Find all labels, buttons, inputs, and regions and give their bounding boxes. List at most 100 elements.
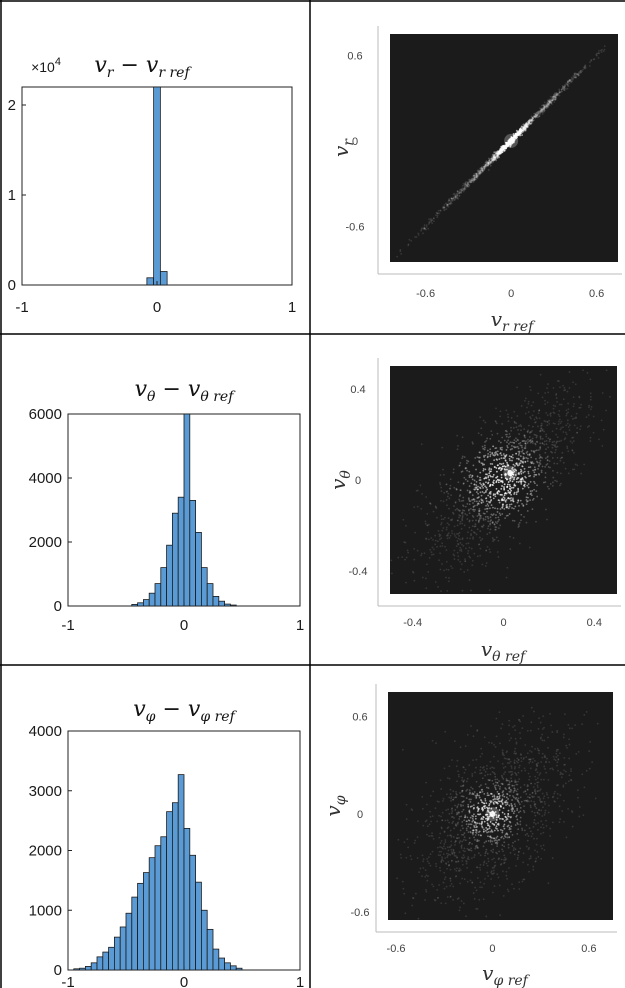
scatter-point (519, 720, 521, 723)
scatter-point (472, 531, 475, 534)
scatter-point (479, 171, 482, 174)
scatter-point (446, 490, 449, 493)
scatter-point (542, 831, 545, 834)
scatter-point (527, 122, 530, 124)
scatter-point (463, 188, 465, 190)
scatter-point (553, 412, 556, 414)
scatter-point (525, 123, 528, 125)
scatter-point (446, 846, 449, 849)
scatter-point (508, 828, 511, 831)
scatter-point (536, 781, 539, 784)
scatter-point (456, 190, 459, 193)
scatter-point (556, 93, 558, 96)
scatter-point (496, 432, 499, 435)
scatter-point (531, 796, 534, 799)
scatter-point (572, 75, 575, 77)
scatter-point (492, 484, 494, 487)
scatter-point (520, 513, 523, 516)
scatter-point (485, 562, 488, 564)
scatter-point (465, 183, 468, 186)
scatter-point (505, 409, 508, 412)
scatter-point (524, 126, 527, 129)
scatter-point (489, 839, 492, 842)
scatter-point (575, 417, 577, 420)
y-axis-label: vr (329, 138, 357, 157)
scatter-point (533, 115, 536, 118)
scatter-point (452, 471, 455, 474)
scatter-point (537, 111, 540, 114)
scatter-point (527, 120, 530, 123)
scatter-point (554, 448, 557, 451)
scatter-point (438, 535, 441, 538)
scatter-point (481, 790, 484, 793)
scatter-point (552, 469, 554, 472)
scatter-point (555, 397, 558, 399)
scatter-point (543, 108, 545, 111)
scatter-point (539, 109, 542, 112)
scatter-point (460, 190, 463, 192)
scatter-point (560, 776, 563, 779)
scatter-point (486, 503, 489, 506)
scatter-point (464, 184, 467, 187)
scatter-point (576, 431, 579, 434)
y-tick-label: 3000 (29, 783, 62, 800)
scatter-point (480, 772, 483, 774)
x-tick-label: -1 (61, 617, 74, 634)
scatter-point (531, 119, 534, 122)
scatter-point (600, 51, 603, 54)
scatter-point (523, 128, 526, 131)
scatter-point (555, 94, 558, 97)
scatter-point (506, 877, 508, 880)
scatter-point (427, 227, 430, 230)
scatter-point (523, 128, 525, 131)
scatter-point (456, 197, 459, 200)
scatter-point (485, 160, 488, 163)
scatter-point (514, 505, 517, 508)
scatter-point (512, 456, 514, 459)
scatter-point (481, 167, 484, 170)
scatter-point (538, 749, 541, 752)
scatter-point (528, 120, 531, 123)
scatter-point (494, 153, 497, 156)
scatter-point (522, 861, 525, 864)
scatter-point (478, 172, 481, 175)
scatter-point (464, 560, 467, 562)
scatter-point (461, 820, 464, 823)
scatter-point (454, 535, 456, 537)
scatter-point (501, 485, 503, 487)
scatter-point (544, 106, 547, 108)
scatter-point (541, 756, 544, 759)
scatter-point (496, 459, 499, 461)
scatter-point (489, 835, 492, 838)
scatter-point (432, 837, 435, 840)
scatter-point (530, 121, 533, 124)
scatter-point (473, 791, 476, 793)
scatter-point (532, 119, 535, 122)
scatter-point (487, 504, 490, 507)
scatter-point (559, 422, 562, 425)
scatter-point (546, 421, 549, 423)
scatter-point (551, 99, 554, 101)
scatter-point (450, 835, 453, 838)
scatter-point (502, 777, 505, 780)
scatter-point (525, 793, 528, 795)
histogram-bar (177, 774, 185, 971)
scatter-point (483, 448, 486, 451)
scatter-point (486, 507, 489, 510)
scatter-point (457, 558, 460, 561)
scatter-point (408, 238, 411, 241)
scatter-point (501, 505, 504, 508)
scatter-point (461, 512, 464, 515)
y-tick-label: 2000 (29, 843, 62, 860)
scatter-point (545, 464, 548, 466)
scatter-point (545, 508, 547, 511)
scatter-point (568, 774, 571, 777)
scatter-point (488, 472, 491, 475)
scatter-point (481, 445, 484, 448)
scatter-point (485, 848, 488, 851)
scatter-point (472, 180, 475, 183)
scatter-point (527, 470, 530, 473)
histogram-bar (183, 827, 191, 971)
scatter-point (493, 155, 495, 158)
